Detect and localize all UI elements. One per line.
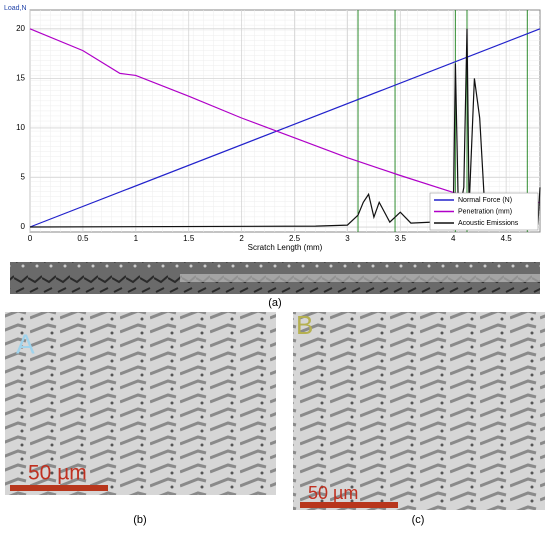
x-tick-label: 1.5	[183, 234, 195, 243]
x-tick-label: 4.5	[501, 234, 513, 243]
scratch-track	[180, 274, 540, 282]
x-axis-label: Scratch Length (mm)	[248, 243, 323, 252]
x-tick-label: 3	[345, 234, 350, 243]
y-tick-label: 20	[16, 24, 25, 33]
y-tick-label: 10	[16, 123, 25, 132]
image-letter: A	[16, 328, 35, 359]
x-tick-label: 2.5	[289, 234, 301, 243]
y-tick-label: 15	[16, 73, 25, 82]
panel-label: (a)	[268, 297, 281, 309]
x-tick-label: 2	[239, 234, 244, 243]
scale-bar	[300, 502, 398, 508]
series-line	[29, 28, 541, 228]
x-tick-label: 0	[28, 234, 33, 243]
x-tick-label: 4	[451, 234, 456, 243]
legend-label: Acoustic Emissions	[458, 220, 519, 227]
scale-label: 50 µm	[308, 483, 358, 503]
panel-label: (c)	[412, 514, 425, 526]
legend-label: Penetration (mm)	[458, 208, 512, 215]
y-tick-label: 0	[21, 222, 26, 231]
x-tick-label: 0.5	[77, 234, 89, 243]
scale-label: 50 µm	[28, 462, 87, 485]
x-tick-label: 1	[134, 234, 139, 243]
panel-label: (b)	[133, 514, 146, 526]
legend-label: Normal Force (N)	[458, 197, 512, 204]
y-tick-label: 5	[21, 173, 26, 182]
chart: 0 5 10 15 20 0 0.5 1 1.5 2 2.5 3 3.5 4 4.5 Load,N Scratc…	[4, 5, 541, 252]
image-letter: B	[296, 310, 313, 340]
y-axis-label: Load,N	[4, 5, 27, 12]
sem-image	[5, 312, 276, 495]
x-tick-label: 3.5	[395, 234, 407, 243]
sem-image	[293, 312, 545, 510]
scale-bar	[10, 485, 108, 491]
